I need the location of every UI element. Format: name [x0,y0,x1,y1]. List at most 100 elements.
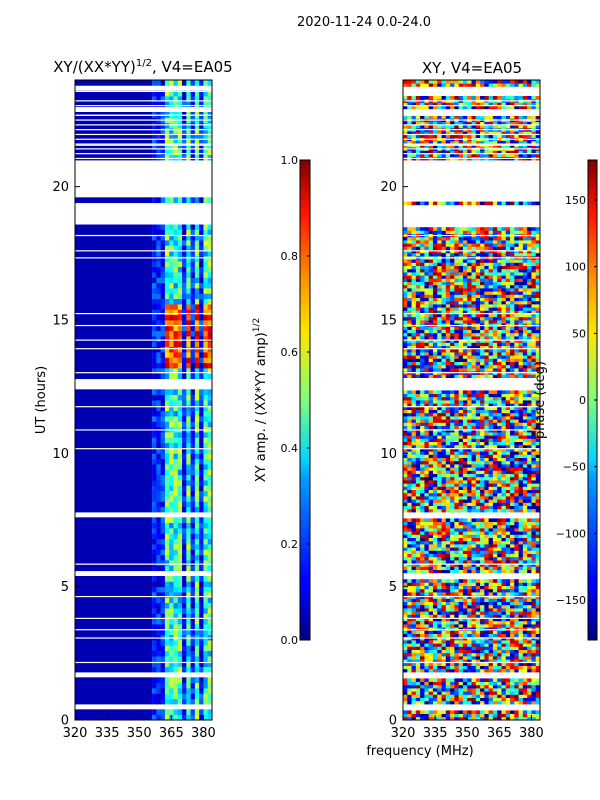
heatmap-cell [488,601,494,606]
heatmap-cell [199,448,204,454]
heatmap-cell [420,400,425,404]
heatmap-cell [182,405,187,412]
heatmap-cell [173,389,179,396]
heatmap-cell [203,154,209,161]
heatmap-cell [428,400,434,404]
heatmap-cell [458,390,464,394]
heatmap-cell [484,694,490,698]
heatmap-cell [164,229,170,236]
heatmap-cell [411,406,417,410]
heatmap-cell [75,122,153,129]
heatmap-cell [437,364,442,369]
heatmap-cell [160,325,166,332]
heatmap-cell [514,681,519,686]
heatmap-cell [428,614,434,618]
heatmap-cell [505,403,511,407]
heatmap-cell [505,470,511,474]
heatmap-cell [194,538,200,545]
heatmap-cell [488,608,494,612]
heatmap-cell [445,684,451,689]
heatmap-cell [75,661,153,668]
heatmap-cell [471,505,477,510]
heatmap-cell [522,464,528,468]
heatmap-cell [522,480,528,484]
heatmap-cell [173,602,179,609]
heatmap-cell [441,544,447,548]
heatmap-cell [445,531,451,535]
heatmap-cell [437,412,442,417]
heatmap-cell [450,374,455,378]
heatmap-cell [164,416,170,422]
heatmap-cell [454,598,460,602]
heatmap-cell [403,364,408,369]
heatmap-cell [194,480,200,486]
heatmap-cell [164,538,170,545]
heatmap-cell [522,489,528,494]
heatmap-cell [407,640,412,644]
heatmap-cell [177,485,183,492]
heatmap-cell [164,266,170,273]
heatmap-cell [535,678,540,682]
heatmap-cell [156,693,162,700]
heatmap-cell [203,272,209,278]
heatmap-cell [75,581,153,588]
heatmap-cell [475,428,481,433]
heatmap-cell [535,627,540,631]
heatmap-cell [484,560,490,564]
heatmap-cell [462,345,468,350]
heatmap-cell [194,261,200,268]
heatmap-cell [488,681,494,686]
heatmap-cell [484,355,490,359]
heatmap-cell [160,288,166,294]
heatmap-cell [199,304,204,310]
heatmap-cell [535,582,540,586]
heatmap-cell [194,304,200,310]
heatmap-cell [501,438,507,442]
heatmap-cell [152,245,157,252]
heatmap-cell [156,490,162,497]
heatmap-cell [480,374,485,378]
heatmap-cell [194,272,200,278]
heatmap-cell [454,409,460,414]
heatmap-cell [182,656,187,662]
heatmap-cell [199,624,204,630]
heatmap-cell [535,368,540,372]
heatmap-cell [450,627,455,631]
heatmap-cell [177,394,183,401]
heatmap-cell [510,505,515,510]
heatmap-cell [420,547,425,551]
heatmap-cell [432,496,438,500]
heatmap-cell [432,566,438,570]
heatmap-cell [475,345,481,350]
heatmap-cell [432,409,438,414]
heatmap-cell [475,592,481,596]
heatmap-cell [441,540,447,545]
heatmap-cell [173,138,179,145]
heatmap-cell [207,197,212,204]
heatmap-cell [484,480,490,484]
heatmap-cell [156,469,162,476]
heatmap-cell [177,480,183,486]
heatmap-cell [501,361,507,366]
heatmap-cell [480,460,485,465]
heatmap-cell [484,451,490,455]
heatmap-cell [424,422,430,426]
heatmap-cell [445,476,451,481]
heatmap-cell [156,522,162,529]
heatmap-cell [475,697,481,702]
heatmap-cell [445,681,451,686]
heatmap-cell [467,496,472,500]
heatmap-cell [441,604,447,609]
heatmap-cell [190,501,196,508]
heatmap-cell [160,666,166,673]
heatmap-cell [403,656,408,660]
heatmap-cell [531,598,537,602]
heatmap-cell [199,261,204,268]
heatmap-cell [190,282,196,289]
heatmap-cell [497,662,502,666]
heatmap-cell [169,256,174,262]
heatmap-cell [475,422,481,426]
heatmap-cell [152,277,157,284]
heatmap-cell [505,540,511,545]
